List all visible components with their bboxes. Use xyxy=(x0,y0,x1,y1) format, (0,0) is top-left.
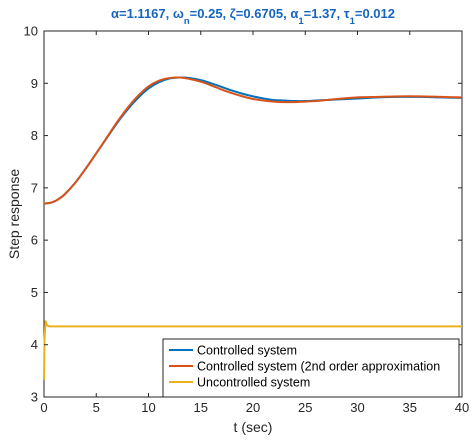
legend-entry-controlled-system-2nd-order: Controlled system (2nd order approximati… xyxy=(197,360,440,374)
y-tick-label: 7 xyxy=(31,180,38,195)
x-tick-label: 20 xyxy=(246,400,260,415)
x-tick-label: 10 xyxy=(141,400,155,415)
chart-title: α=1.1167, ωn=0.25, ζ=0.6705, α1=1.37, τ1… xyxy=(111,6,395,27)
legend: Controlled system Controlled system (2nd … xyxy=(162,338,460,398)
y-tick-label: 3 xyxy=(31,390,38,405)
x-tick-label: 5 xyxy=(93,400,100,415)
series-layer xyxy=(43,76,463,380)
y-tick-label: 8 xyxy=(31,128,38,143)
y-tick-label: 9 xyxy=(31,76,38,91)
x-tick-label: 40 xyxy=(455,400,469,415)
series-line-controlled-system-2nd-order xyxy=(43,76,463,205)
y-tick-label: 4 xyxy=(31,337,38,352)
x-tick-label: 30 xyxy=(350,400,364,415)
x-tick-label: 15 xyxy=(194,400,208,415)
y-tick-label: 10 xyxy=(24,24,38,39)
legend-entry-controlled-system: Controlled system xyxy=(197,344,297,358)
x-tick-label: 25 xyxy=(298,400,312,415)
y-tick-label: 6 xyxy=(31,233,38,248)
y-axis-label: Step response xyxy=(6,169,22,259)
x-axis-label: t (sec) xyxy=(234,419,273,435)
axes-box xyxy=(43,30,463,398)
ticks-layer: 0 5 10 15 20 25 30 35 40 3 4 5 6 7 8 9 10 xyxy=(24,24,470,416)
x-tick-label: 0 xyxy=(40,400,47,415)
series-line-uncontrolled-system xyxy=(43,320,462,380)
y-tick-label: 5 xyxy=(31,285,38,300)
legend-entry-uncontrolled-system: Uncontrolled system xyxy=(197,376,310,390)
x-tick-label: 35 xyxy=(403,400,417,415)
plot-area xyxy=(43,30,463,398)
legend-box xyxy=(162,338,460,398)
